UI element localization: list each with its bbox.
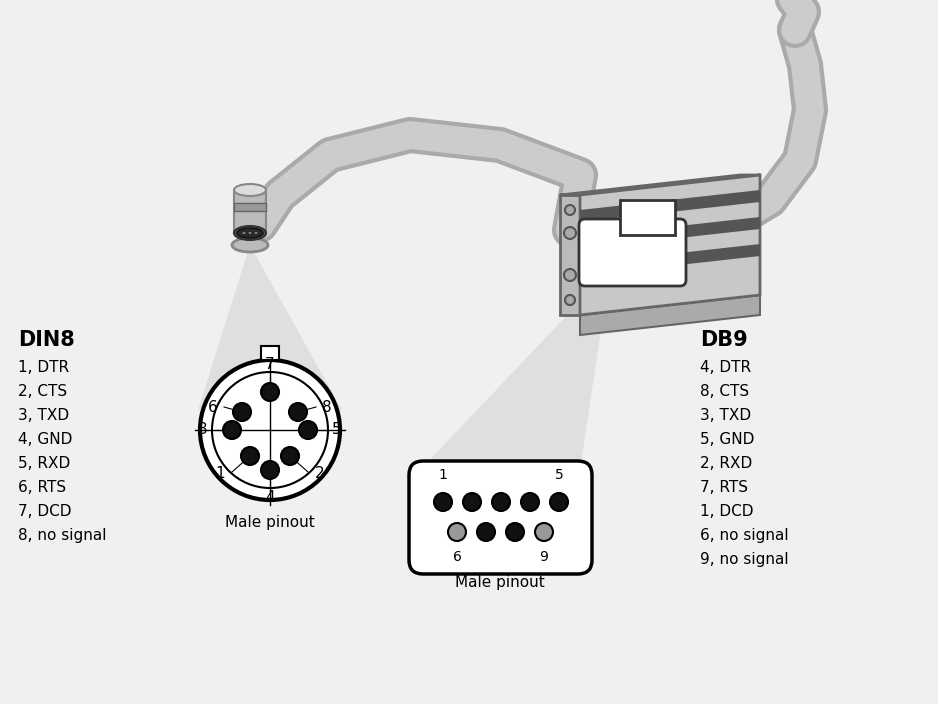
- Circle shape: [233, 403, 251, 421]
- Polygon shape: [580, 244, 760, 276]
- Circle shape: [550, 493, 568, 511]
- Circle shape: [261, 461, 279, 479]
- Circle shape: [448, 523, 466, 541]
- Text: 2, CTS: 2, CTS: [18, 384, 68, 399]
- Text: Male pinout: Male pinout: [225, 515, 315, 530]
- Text: 5, GND: 5, GND: [700, 432, 754, 447]
- Circle shape: [564, 269, 576, 281]
- Polygon shape: [560, 175, 760, 195]
- Circle shape: [463, 493, 481, 511]
- Text: 6, RTS: 6, RTS: [18, 480, 66, 495]
- Text: 4, DTR: 4, DTR: [700, 360, 751, 375]
- Polygon shape: [580, 217, 760, 249]
- Circle shape: [289, 403, 307, 421]
- Circle shape: [535, 523, 553, 541]
- Text: 3, TXD: 3, TXD: [18, 408, 69, 423]
- Circle shape: [565, 295, 575, 305]
- Circle shape: [200, 360, 340, 500]
- Circle shape: [521, 493, 539, 511]
- Text: 6: 6: [452, 550, 461, 564]
- Text: 6, no signal: 6, no signal: [700, 528, 789, 543]
- Text: 8, CTS: 8, CTS: [700, 384, 749, 399]
- Text: 1: 1: [216, 467, 225, 482]
- Circle shape: [223, 421, 241, 439]
- Circle shape: [212, 372, 328, 488]
- Text: 8: 8: [322, 399, 332, 415]
- Text: 5: 5: [332, 422, 341, 437]
- Bar: [261, 346, 279, 360]
- Text: 3: 3: [198, 422, 208, 437]
- Ellipse shape: [254, 232, 258, 234]
- Text: 5, RXD: 5, RXD: [18, 456, 70, 471]
- Circle shape: [506, 523, 524, 541]
- Ellipse shape: [232, 238, 268, 252]
- Circle shape: [241, 447, 259, 465]
- Text: Male pinout: Male pinout: [455, 575, 545, 590]
- Text: 7, DCD: 7, DCD: [18, 504, 71, 519]
- Polygon shape: [580, 190, 760, 222]
- Bar: [620, 200, 675, 235]
- Polygon shape: [198, 245, 342, 410]
- Text: 4, GND: 4, GND: [18, 432, 72, 447]
- Ellipse shape: [237, 228, 263, 238]
- Text: 8, no signal: 8, no signal: [18, 528, 107, 543]
- Text: 9: 9: [539, 550, 549, 564]
- Text: 6: 6: [208, 399, 218, 415]
- Bar: [560, 195, 580, 315]
- Text: 2: 2: [315, 467, 325, 482]
- Circle shape: [434, 493, 452, 511]
- Text: 1, DCD: 1, DCD: [700, 504, 753, 519]
- Text: 4: 4: [265, 490, 275, 505]
- Ellipse shape: [249, 232, 251, 234]
- Circle shape: [565, 205, 575, 215]
- Ellipse shape: [234, 226, 266, 240]
- Text: 7, RTS: 7, RTS: [700, 480, 748, 495]
- Ellipse shape: [234, 184, 266, 196]
- Circle shape: [299, 421, 317, 439]
- Text: 9, no signal: 9, no signal: [700, 552, 789, 567]
- Ellipse shape: [243, 232, 246, 234]
- Bar: [234, 203, 266, 211]
- Circle shape: [281, 447, 299, 465]
- Text: 1: 1: [439, 468, 447, 482]
- Circle shape: [477, 523, 495, 541]
- Text: 2, RXD: 2, RXD: [700, 456, 752, 471]
- Text: 7: 7: [265, 357, 275, 372]
- FancyBboxPatch shape: [409, 461, 592, 574]
- Text: DB9: DB9: [700, 330, 748, 350]
- Text: DIN8: DIN8: [18, 330, 75, 350]
- Circle shape: [492, 493, 510, 511]
- FancyBboxPatch shape: [579, 219, 686, 286]
- Text: 1, DTR: 1, DTR: [18, 360, 69, 375]
- Polygon shape: [580, 175, 760, 315]
- Polygon shape: [420, 270, 610, 470]
- Circle shape: [564, 227, 576, 239]
- Text: 3, TXD: 3, TXD: [700, 408, 751, 423]
- Polygon shape: [580, 295, 760, 335]
- Text: 5: 5: [554, 468, 564, 482]
- Bar: [234, 190, 266, 233]
- Circle shape: [261, 383, 279, 401]
